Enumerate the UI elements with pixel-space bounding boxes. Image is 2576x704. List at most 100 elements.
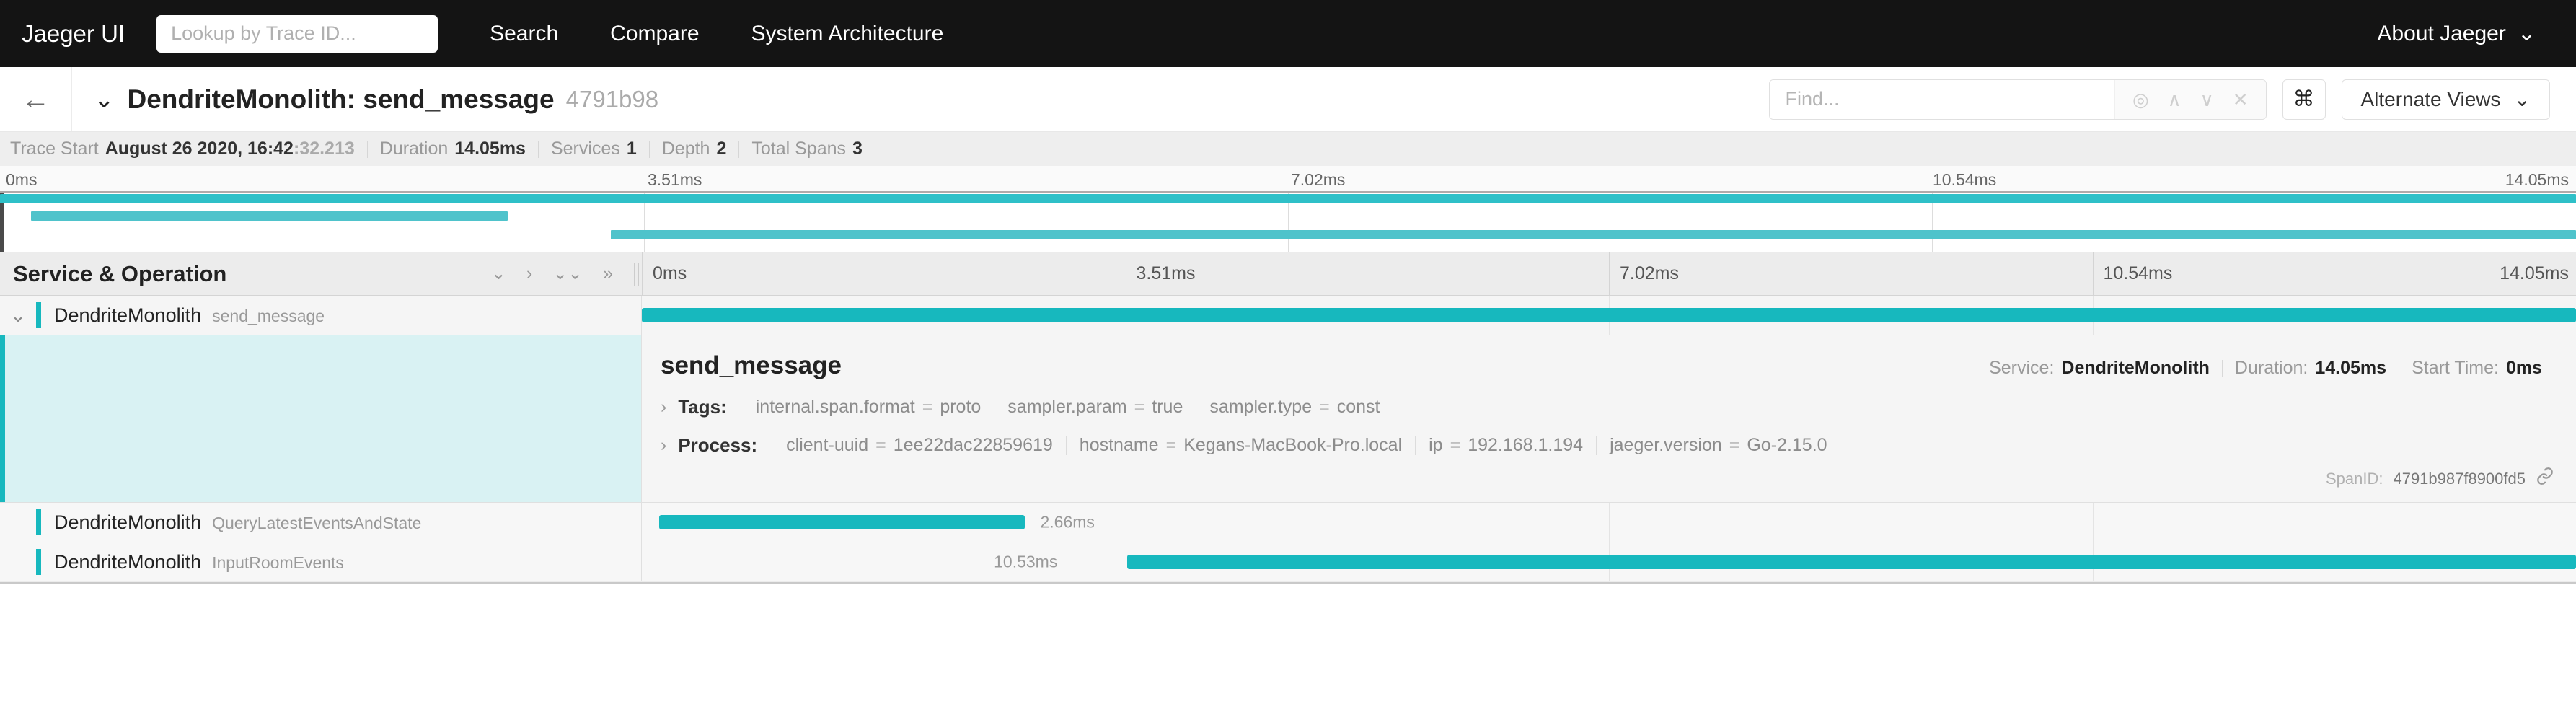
find-bar: ◎ ∧ ∨ ✕ <box>1768 79 2267 120</box>
span-meta-duration: Duration: 14.05ms <box>2223 358 2399 379</box>
column-resize-handle[interactable] <box>634 263 639 286</box>
span-names: DendriteMonolith QueryLatestEventsAndSta… <box>54 511 421 534</box>
span-operation-name: InputRoomEvents <box>212 553 344 572</box>
minimap-gridline <box>1288 193 1289 252</box>
nav-link-search[interactable]: Search <box>490 21 559 45</box>
service-color-bar <box>36 549 41 575</box>
span-process-row[interactable]: › Process: client-uuid = 1ee22dac2285961… <box>642 434 2576 457</box>
tag-key: internal.span.format <box>755 397 915 417</box>
minimap-bar <box>30 211 508 221</box>
trace-title-bar: ← ⌄ DendriteMonolith: send_message 4791b… <box>0 67 2576 132</box>
table-row[interactable]: DendriteMonolith QueryLatestEventsAndSta… <box>0 503 2576 542</box>
about-jaeger-menu[interactable]: About Jaeger ⌄ <box>2377 21 2536 46</box>
span-id-value: 4791b987f8900fd5 <box>2393 469 2526 488</box>
span-service-name: DendriteMonolith <box>54 304 202 326</box>
collapse-controls: ⌄ › ⌄⌄ » <box>491 252 613 295</box>
chevron-down-icon[interactable]: ⌄ <box>94 85 115 113</box>
arrow-left-icon: ← <box>21 83 50 115</box>
chevron-down-icon[interactable]: ⌄ <box>10 304 26 326</box>
trace-id-lookup-input[interactable] <box>156 14 438 53</box>
meta-services: Services 1 <box>539 138 649 159</box>
span-row-timeline[interactable] <box>642 296 2576 335</box>
meta-value: 2 <box>716 138 727 159</box>
crosshair-icon[interactable]: ◎ <box>2132 88 2149 110</box>
span-list: ⌄ DendriteMonolith send_message send_mes… <box>0 296 2576 586</box>
table-row[interactable]: DendriteMonolith InputRoomEvents 10.53ms <box>0 542 2576 582</box>
meta-value: 3 <box>852 138 863 159</box>
span-row-label[interactable]: ⌄ DendriteMonolith send_message <box>0 296 642 335</box>
alternate-views-dropdown[interactable]: Alternate Views ⌄ <box>2341 79 2550 120</box>
span-duration-bar[interactable] <box>642 308 2576 322</box>
tag-item: sampler.param = true <box>994 397 1196 418</box>
app-brand-logo[interactable]: Jaeger UI <box>22 19 125 47</box>
link-icon[interactable] <box>2536 467 2554 490</box>
process-key: jaeger.version <box>1610 435 1722 455</box>
divider <box>648 140 650 158</box>
span-tags-row[interactable]: › Tags: internal.span.format = proto sam… <box>642 396 2576 418</box>
tag-value: true <box>1152 397 1183 417</box>
process-key: ip <box>1429 435 1443 455</box>
chevron-down-icon[interactable]: ∨ <box>2200 88 2214 110</box>
timeline-header-ticks: 0ms 3.51ms 7.02ms 10.54ms 14.05ms <box>642 252 2576 295</box>
table-row[interactable]: ⌄ DendriteMonolith send_message <box>0 296 2576 335</box>
trace-minimap[interactable]: 0ms 3.51ms 7.02ms 10.54ms 14.05ms <box>0 166 2576 252</box>
timeline-header-left: Service & Operation ⌄ › ⌄⌄ » <box>0 252 642 295</box>
timeline-header-row: Service & Operation ⌄ › ⌄⌄ » 0ms 3.51ms … <box>0 252 2576 296</box>
span-detail-body: send_message Service: DendriteMonolith D… <box>642 335 2576 502</box>
chevron-right-icon[interactable]: › <box>661 435 667 455</box>
meta-value: 1 <box>626 138 637 159</box>
span-row-timeline[interactable]: 2.66ms <box>642 503 2576 542</box>
span-names: DendriteMonolith InputRoomEvents <box>54 551 344 573</box>
equals-sign: = <box>1450 435 1461 455</box>
service-color-bar <box>36 509 41 535</box>
equals-sign: = <box>1165 435 1177 455</box>
double-chevron-right-icon[interactable]: » <box>603 263 613 283</box>
tags-items: internal.span.format = proto sampler.par… <box>743 397 1393 418</box>
span-row-label[interactable]: DendriteMonolith InputRoomEvents <box>0 542 642 581</box>
find-tools: ◎ ∧ ∨ ✕ <box>2114 79 2266 119</box>
span-id-label: SpanID: <box>2325 469 2383 488</box>
nav-links: Search Compare System Architecture <box>490 22 943 46</box>
nav-link-system-architecture[interactable]: System Architecture <box>751 21 944 45</box>
process-item: client-uuid = 1ee22dac22859619 <box>773 435 1066 456</box>
minimap-tick: 0ms <box>6 170 38 189</box>
process-value: Go-2.15.0 <box>1747 435 1827 455</box>
timeline-tick: 3.51ms <box>1125 252 1195 295</box>
meta-value: 14.05ms <box>2315 358 2387 378</box>
span-row-label[interactable]: DendriteMonolith QueryLatestEventsAndSta… <box>0 503 642 542</box>
span-detail-panel: send_message Service: DendriteMonolith D… <box>0 335 2576 503</box>
chevron-down-icon[interactable]: ⌄ <box>490 263 506 283</box>
span-row-timeline[interactable]: 10.53ms <box>642 542 2576 581</box>
tag-item: internal.span.format = proto <box>743 397 994 418</box>
tag-item: sampler.type = const <box>1196 397 1393 418</box>
top-navigation-bar: Jaeger UI Search Compare System Architec… <box>0 0 2576 67</box>
minimap-body[interactable] <box>0 191 2576 252</box>
span-meta-service: Service: DendriteMonolith <box>1977 358 2222 379</box>
alternate-views-label: Alternate Views <box>2360 87 2501 110</box>
nav-link-compare[interactable]: Compare <box>610 21 700 45</box>
trace-metadata-bar: Trace Start August 26 2020, 16:42:32.213… <box>0 132 2576 166</box>
keyboard-shortcuts-button[interactable]: ⌘ <box>2282 79 2326 120</box>
span-duration-bar[interactable] <box>659 515 1025 529</box>
double-chevron-down-icon[interactable]: ⌄⌄ <box>552 263 583 283</box>
chevron-up-icon[interactable]: ∧ <box>2167 88 2182 110</box>
timeline-gridline <box>1609 503 1610 542</box>
minimap-tick: 10.54ms <box>1933 170 1997 189</box>
back-button[interactable]: ← <box>0 67 72 131</box>
trace-short-id: 4791b98 <box>565 85 659 113</box>
chevron-right-icon[interactable]: › <box>661 397 667 417</box>
equals-sign: = <box>1134 397 1145 417</box>
divider <box>537 140 539 158</box>
span-service-name: DendriteMonolith <box>54 550 202 573</box>
close-icon[interactable]: ✕ <box>2232 88 2249 110</box>
minimap-drag-handle-left[interactable] <box>0 193 4 252</box>
span-duration-bar[interactable] <box>1127 555 2576 569</box>
chevron-down-icon: ⌄ <box>2513 88 2531 110</box>
minimap-tick-labels: 0ms 3.51ms 7.02ms 10.54ms 14.05ms <box>0 166 2576 191</box>
search-input[interactable] <box>1769 79 2114 119</box>
span-id-row: SpanID: 4791b987f8900fd5 <box>642 457 2576 492</box>
span-detail-header: send_message Service: DendriteMonolith D… <box>642 351 2576 380</box>
meta-label: Depth <box>661 138 710 159</box>
chevron-right-icon[interactable]: › <box>526 263 533 283</box>
span-operation-name: send_message <box>212 306 325 325</box>
